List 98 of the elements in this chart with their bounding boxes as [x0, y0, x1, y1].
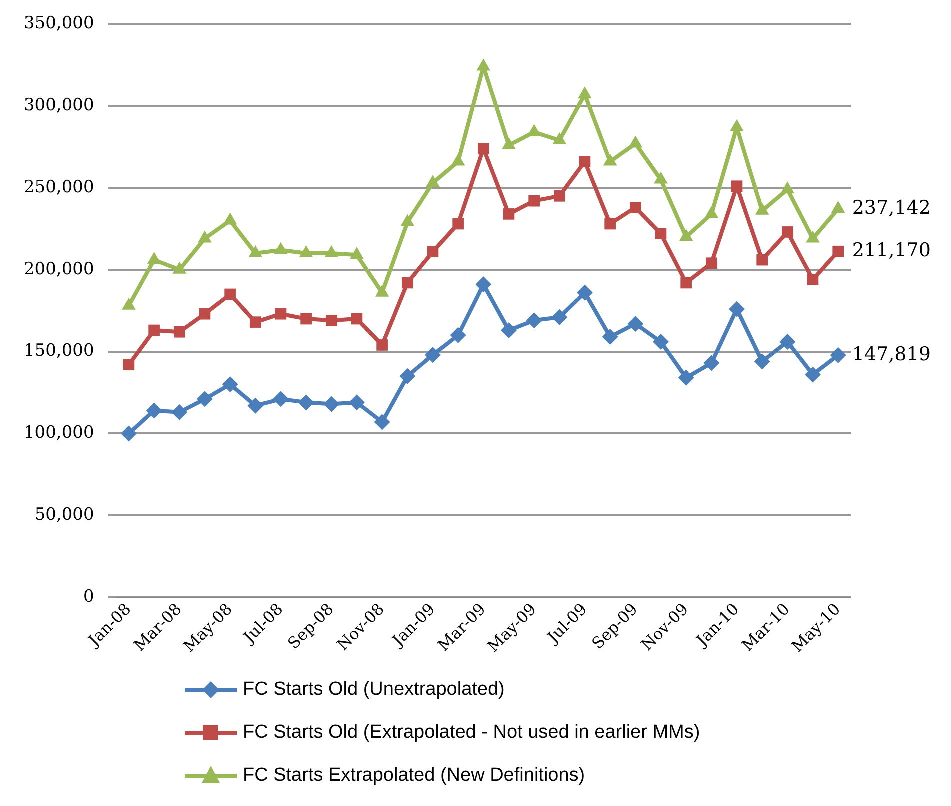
point: [147, 252, 162, 264]
point: [805, 366, 821, 383]
point: [652, 334, 669, 350]
point: [830, 347, 846, 364]
point: [174, 326, 186, 338]
point: [527, 124, 542, 136]
point: [628, 136, 643, 148]
point: [199, 308, 211, 320]
point: [806, 230, 820, 243]
point: [451, 154, 466, 166]
point: [348, 394, 365, 411]
point: [350, 247, 364, 260]
point: [654, 172, 668, 184]
point: [222, 376, 238, 393]
point: [424, 347, 441, 364]
point: [198, 230, 212, 243]
y-tick-label: 0: [83, 586, 94, 607]
point: [400, 214, 415, 226]
point: [172, 404, 188, 420]
point: [704, 206, 719, 218]
point: [731, 180, 743, 192]
point: [248, 246, 263, 258]
y-tick-label: 150,000: [24, 341, 94, 362]
point: [554, 190, 566, 202]
point: [272, 391, 289, 408]
point: [528, 195, 540, 207]
point: [678, 370, 694, 386]
point: [832, 246, 844, 258]
point: [679, 229, 694, 242]
point: [148, 324, 160, 336]
point: [502, 137, 516, 150]
legend-label: FC Starts Old (Extrapolated - Not used in earlier MMs): [243, 722, 700, 744]
point: [578, 86, 592, 99]
y-tick-label: 300,000: [24, 96, 94, 116]
data-label: 147,819: [852, 343, 931, 366]
point: [579, 156, 591, 168]
point: [628, 316, 644, 332]
point: [326, 315, 338, 326]
y-tick-label: 200,000: [24, 259, 94, 280]
point: [730, 119, 744, 132]
legend-label: FC Starts Old (Unextrapolated): [243, 678, 505, 700]
y-tick-label: 50,000: [34, 505, 94, 526]
point: [728, 301, 745, 318]
point: [754, 354, 770, 370]
y-tick-label: 250,000: [24, 177, 94, 198]
point: [402, 277, 414, 289]
point: [224, 288, 236, 300]
point: [250, 316, 262, 328]
point: [120, 426, 137, 442]
point: [324, 246, 339, 258]
point: [300, 313, 312, 325]
point: [756, 254, 768, 266]
point: [146, 402, 162, 419]
point: [782, 226, 794, 238]
point: [602, 329, 618, 346]
point: [298, 394, 314, 411]
point: [351, 313, 363, 325]
point: [274, 242, 288, 254]
point: [500, 322, 517, 338]
point: [427, 246, 439, 258]
point: [680, 277, 692, 289]
legend-label: FC Starts Extrapolated (New Definitions): [243, 764, 586, 786]
data-label: 211,170: [852, 240, 931, 262]
point: [706, 258, 718, 269]
point: [452, 218, 464, 230]
point: [655, 228, 667, 240]
point: [576, 284, 593, 301]
point: [123, 359, 135, 371]
point: [780, 334, 796, 350]
point: [552, 132, 567, 144]
y-tick-label: 350,000: [24, 14, 94, 34]
point: [376, 340, 388, 351]
point: [324, 396, 340, 412]
y-tick-label: 100,000: [24, 423, 94, 444]
point: [704, 355, 720, 372]
point: [780, 182, 795, 194]
point: [299, 246, 314, 258]
point: [450, 327, 466, 344]
point: [426, 175, 440, 188]
point: [526, 312, 542, 329]
point: [172, 262, 187, 274]
point: [831, 201, 846, 214]
point: [603, 154, 618, 166]
point: [552, 309, 568, 326]
data-label: 237,142: [852, 196, 931, 219]
point: [248, 398, 264, 414]
point: [400, 368, 416, 384]
point: [275, 308, 287, 320]
point: [503, 208, 515, 220]
point: [374, 414, 390, 430]
point: [630, 202, 642, 214]
point: [604, 218, 616, 230]
point: [223, 212, 238, 225]
point: [476, 276, 492, 293]
point: [807, 274, 819, 286]
point: [755, 202, 770, 215]
point: [476, 58, 491, 71]
point: [196, 391, 213, 408]
